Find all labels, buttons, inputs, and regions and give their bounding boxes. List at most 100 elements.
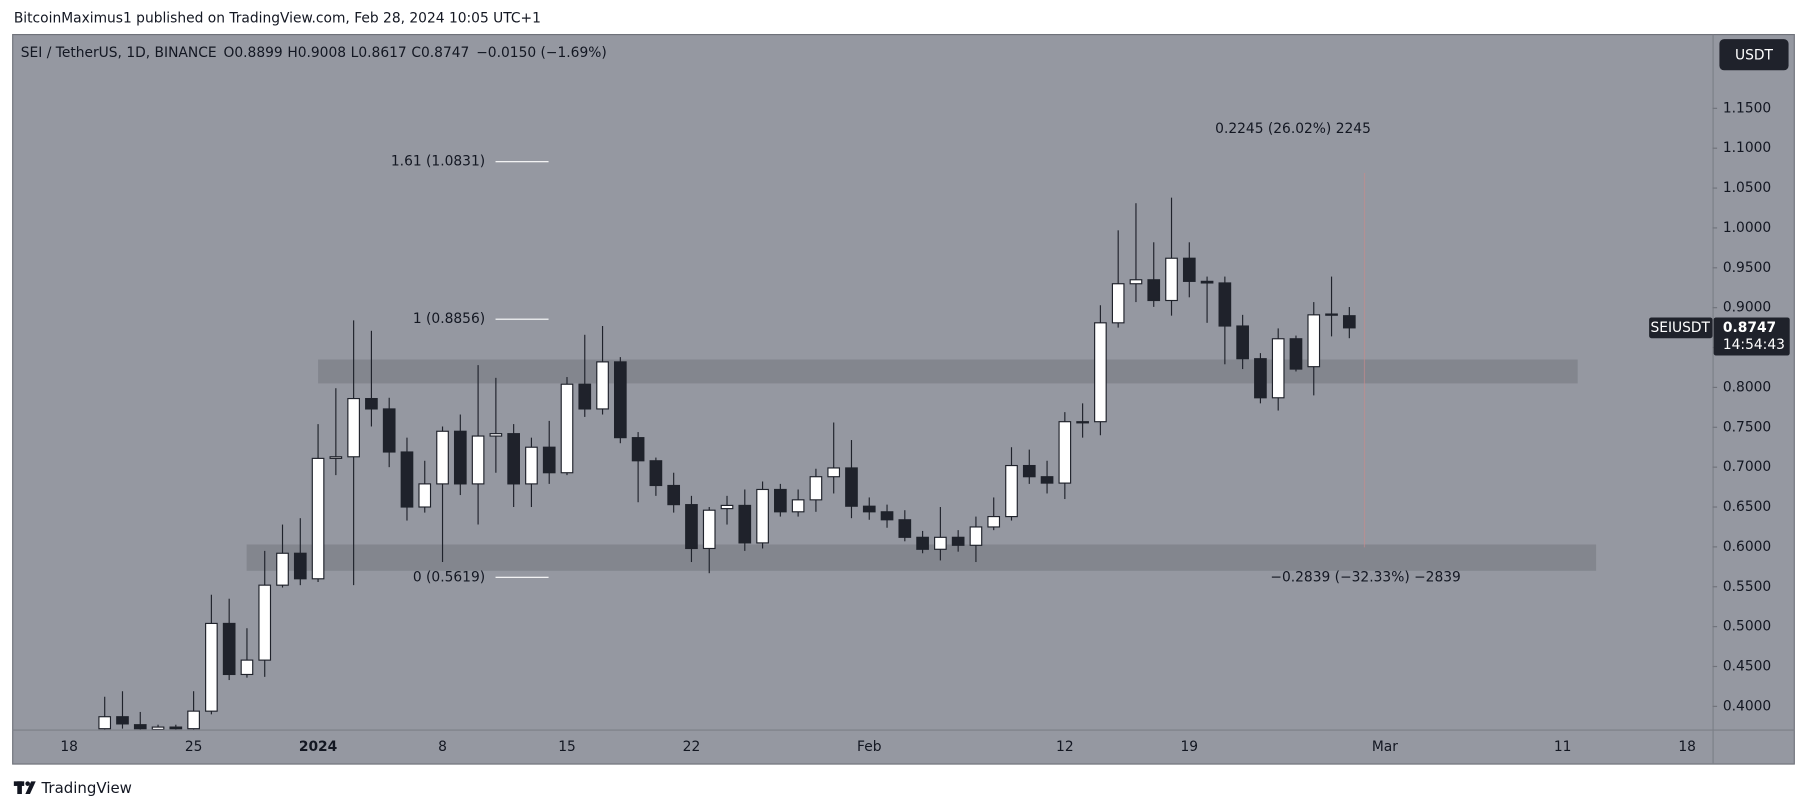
candle-body	[685, 504, 698, 550]
legend-key: O	[224, 45, 235, 61]
candle-body	[329, 456, 343, 459]
candle-body	[862, 505, 876, 513]
candle-body	[525, 446, 538, 485]
y-tick-label: 0.4500	[1723, 658, 1771, 674]
publish-info: BitcoinMaximus1 published on TradingView…	[14, 10, 541, 26]
legend-value: 0.8747	[421, 45, 469, 61]
candle-body	[1040, 476, 1054, 484]
legend-key: L	[351, 45, 359, 61]
candle-body	[774, 488, 787, 513]
y-tick-label: 0.7000	[1723, 459, 1771, 475]
candle-body	[347, 397, 360, 458]
candle-body	[436, 430, 449, 485]
x-tick-label: 18	[60, 739, 78, 755]
candle-body	[934, 536, 947, 550]
symbol-legend: SEI / TetherUS, 1D, BINANCE O0.8899 H0.900…	[21, 45, 607, 61]
x-tick-label: Feb	[857, 739, 882, 755]
x-tick-label: 12	[1056, 739, 1074, 755]
candle-body	[1111, 283, 1125, 324]
candle-body	[222, 622, 236, 676]
currency-button[interactable]	[1719, 39, 1789, 71]
candle-body	[951, 536, 965, 546]
candle-body	[916, 536, 929, 550]
legend-value: 0.8617	[358, 45, 406, 61]
candle-body	[1271, 338, 1285, 399]
candle-body	[880, 511, 894, 521]
candle-body	[1342, 315, 1356, 329]
candle-body	[1022, 464, 1036, 478]
candle-body	[613, 361, 627, 439]
candle-body	[969, 526, 983, 546]
candle-body	[471, 435, 485, 485]
currency-label[interactable]: USDT	[1735, 47, 1774, 63]
y-tick-label: 0.6500	[1723, 499, 1771, 515]
price-tag-label: 0.8747	[1723, 320, 1776, 336]
y-tick-label: 0.9500	[1723, 260, 1771, 276]
chart-panel	[12, 33, 1795, 765]
candle-body	[1236, 325, 1249, 360]
candle-body	[898, 519, 912, 538]
x-tick-label: 11	[1554, 739, 1572, 755]
y-tick-label: 0.4000	[1723, 698, 1771, 714]
candle-body	[987, 516, 1001, 528]
fib-label: 1 (0.8856)	[413, 311, 485, 327]
candle-body	[1165, 257, 1178, 302]
overlay: 0.4000 0.4500 0.5000 0.5500 0.6000 0.6500 0.70…	[60, 100, 1790, 755]
candle-body	[453, 430, 467, 485]
brand: TradingView	[40, 779, 131, 797]
candle-body	[1094, 322, 1107, 423]
candle-body	[418, 483, 432, 508]
candle-body	[187, 710, 200, 730]
candle-body	[1129, 279, 1143, 285]
candle-body	[507, 433, 520, 485]
legend-value: 0.8899	[234, 45, 282, 61]
candle-body	[311, 457, 325, 580]
legend-key: H	[287, 45, 297, 61]
candle-body	[1147, 279, 1161, 302]
x-tick-label: 8	[438, 739, 447, 755]
legend-change: −0.0150 (−1.69%)	[476, 45, 607, 61]
candle-body	[1058, 421, 1072, 484]
x-tick-label: 15	[558, 739, 576, 755]
candle-body	[631, 437, 645, 462]
x-tick-label: Mar	[1372, 739, 1398, 755]
measure-label: 0.2245 (26.02%) 2245	[1215, 121, 1371, 137]
candle-body	[1076, 421, 1089, 424]
candle-body	[809, 476, 823, 501]
candle-body	[667, 484, 681, 506]
legend-title: SEI / TetherUS, 1D, BINANCE	[21, 45, 217, 61]
candle-body	[596, 361, 609, 410]
candle-body	[1218, 282, 1232, 327]
candle-body	[542, 446, 556, 474]
candle-body	[1254, 358, 1267, 399]
candle-body	[1182, 257, 1196, 282]
candle-body	[845, 467, 858, 507]
fib-label: 0 (0.5619)	[413, 569, 485, 585]
price-tag	[1713, 317, 1790, 356]
y-tick-label: 0.5500	[1723, 579, 1771, 595]
x-tick-label: 22	[683, 739, 701, 755]
measure-label: −0.2839 (−32.33%) −2839	[1270, 569, 1460, 585]
candle-body	[738, 504, 752, 544]
y-tick-label: 1.1000	[1723, 140, 1771, 156]
candle-body	[169, 726, 183, 730]
candle-body	[98, 716, 112, 730]
symbol-tag-label: SEIUSDT	[1650, 320, 1710, 336]
y-tick-label: 1.0000	[1723, 220, 1771, 236]
countdown-label: 14:54:43	[1723, 337, 1785, 353]
x-tick-label: 18	[1678, 739, 1696, 755]
symbol-tag	[1649, 317, 1713, 339]
candle-body	[400, 451, 414, 508]
legend-value: 0.9008	[298, 45, 346, 61]
candle-body	[1289, 338, 1303, 370]
candle-body	[1005, 464, 1018, 518]
candle-body	[133, 724, 147, 730]
candle-body	[578, 383, 592, 410]
candle-body	[560, 383, 574, 474]
candle-body	[205, 622, 218, 712]
y-tick-label: 0.9000	[1723, 300, 1771, 316]
support-zone	[318, 359, 1578, 384]
tradingview-logo	[13, 781, 36, 795]
